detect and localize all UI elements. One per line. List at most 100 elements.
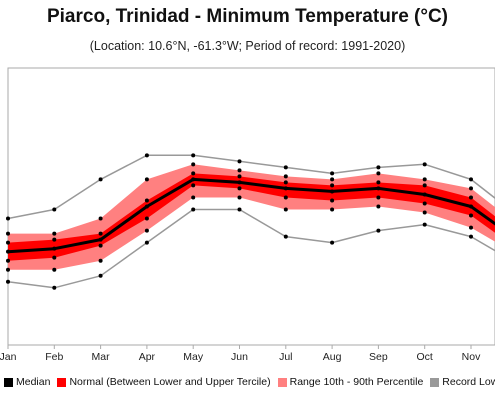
record-high-point <box>237 159 242 164</box>
chart-subtitle: (Location: 10.6°N, -61.3°W; Period of re… <box>89 39 406 53</box>
legend-item-range: Range 10th - 90th Percentile <box>277 376 424 388</box>
upper-tercile-point <box>52 237 57 242</box>
median-point <box>422 192 427 197</box>
p90-point <box>330 177 335 182</box>
p90-point <box>6 231 10 236</box>
median-point <box>6 249 10 254</box>
record-low-line <box>7 208 495 289</box>
upper-tercile-point <box>469 195 473 200</box>
record-low-point <box>422 222 427 227</box>
p90-point <box>469 186 473 191</box>
record-low-point <box>376 228 381 233</box>
chart-title: Piarco, Trinidad - Minimum Temperature (… <box>0 6 495 28</box>
legend-label-record: Record Low/High <box>442 376 495 388</box>
record-low-point <box>237 207 242 212</box>
median-point <box>283 186 288 191</box>
plot-area-frame <box>7 67 495 346</box>
p10-point <box>144 228 149 233</box>
p90-point <box>283 174 288 179</box>
legend-swatch-normal <box>57 377 67 387</box>
lower-tercile-point <box>422 201 427 206</box>
upper-tercile-point <box>376 180 381 185</box>
p90-point <box>191 162 196 167</box>
record-high-point <box>469 177 473 182</box>
p90-point <box>422 177 427 182</box>
record-high-point <box>98 177 103 182</box>
p90-point <box>376 171 381 176</box>
p10-point <box>6 267 10 272</box>
record-high-point <box>330 171 335 176</box>
lower-tercile-point <box>52 255 57 260</box>
legend-item-record: Record Low/High <box>430 376 495 388</box>
record-high-point <box>422 162 427 167</box>
record-high-point <box>144 153 149 158</box>
record-low-point <box>330 240 335 245</box>
record-low-point <box>52 285 57 290</box>
p90-point <box>144 177 149 182</box>
legend-label-median: Median <box>16 376 51 388</box>
legend-item-median: Median <box>4 376 50 388</box>
legend-label-range: Range 10th - 90th Percentile <box>289 376 424 388</box>
legend-label-normal: Normal (Between Lower and Upper Tercile) <box>69 376 271 388</box>
title-text: Piarco, Trinidad - Minimum Temperature (… <box>46 6 449 27</box>
upper-tercile-point <box>6 240 10 245</box>
record-high-point <box>6 216 10 221</box>
x-tick-label: Apr <box>139 351 156 363</box>
lower-tercile-point <box>144 216 149 221</box>
upper-tercile-point <box>98 231 103 236</box>
normal-tercile-band <box>8 173 495 261</box>
lower-tercile-point <box>6 258 10 263</box>
median-point <box>376 186 381 191</box>
lower-tercile-point <box>237 186 242 191</box>
x-tick-label: Jul <box>279 351 292 363</box>
p90-point <box>52 231 57 236</box>
record-high-point <box>283 165 288 170</box>
p10-point <box>330 207 335 212</box>
upper-tercile-point <box>144 198 149 203</box>
x-tick-label: Jun <box>231 351 248 363</box>
lower-tercile-point <box>283 195 288 200</box>
legend-swatch-median <box>4 377 13 387</box>
upper-tercile-point <box>283 180 288 185</box>
x-tick-label: Oct <box>417 351 433 363</box>
upper-tercile-point <box>191 171 196 176</box>
record-low-point <box>6 279 10 284</box>
x-tick-label: Mar <box>92 351 111 363</box>
median-point <box>191 177 196 182</box>
record-low-point <box>191 207 196 212</box>
x-tick-label: Aug <box>323 351 342 363</box>
lower-tercile-point <box>376 195 381 200</box>
lower-tercile-point <box>330 198 335 203</box>
p10-point <box>52 267 57 272</box>
p10-point <box>237 195 242 200</box>
record-high-point <box>376 165 381 170</box>
x-tick-label: Sep <box>369 351 388 363</box>
median-point <box>330 189 335 194</box>
record-high-point <box>191 153 196 158</box>
record-high-point <box>52 207 57 212</box>
upper-tercile-point <box>422 183 427 188</box>
legend-swatch-record <box>430 377 440 387</box>
record-low-point <box>144 240 149 245</box>
p10-point <box>376 204 381 209</box>
p10-point <box>98 258 103 263</box>
legend-swatch-range <box>277 377 287 387</box>
p10-point <box>283 207 288 212</box>
record-high-line <box>7 154 495 220</box>
median-point <box>237 180 242 185</box>
p90-point <box>237 168 242 173</box>
x-tick-label: May <box>183 351 204 363</box>
lower-tercile-point <box>98 243 103 248</box>
median-point <box>52 246 57 251</box>
x-tick-label: Nov <box>462 351 481 363</box>
upper-tercile-point <box>237 174 242 179</box>
lower-tercile-point <box>469 213 473 218</box>
p10-point <box>191 195 196 200</box>
lower-tercile-point <box>191 183 196 188</box>
p10-point <box>422 210 427 215</box>
record-low-point <box>469 234 473 239</box>
median-point <box>98 237 103 242</box>
x-tick-label: Jan <box>0 351 17 363</box>
p10-point <box>469 225 473 230</box>
